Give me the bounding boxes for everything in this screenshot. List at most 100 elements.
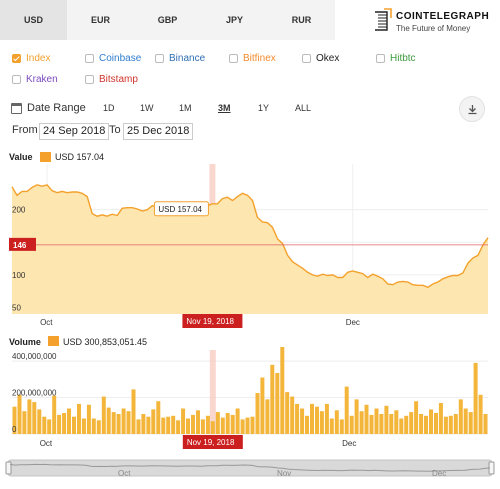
volume-bar[interactable]	[136, 419, 141, 434]
volume-bar[interactable]	[52, 395, 57, 434]
volume-bar[interactable]	[438, 403, 443, 434]
volume-bar[interactable]	[126, 411, 131, 434]
volume-bar[interactable]	[235, 408, 240, 435]
volume-bar[interactable]	[458, 399, 463, 434]
range-1m-button[interactable]: 1M	[179, 103, 192, 113]
hitbtc-checkbox[interactable]	[376, 54, 385, 63]
volume-bar[interactable]	[151, 409, 156, 434]
volume-bar[interactable]	[191, 414, 195, 434]
volume-bar[interactable]	[429, 409, 433, 434]
volume-bar[interactable]	[349, 415, 354, 434]
volume-bar[interactable]	[379, 414, 384, 434]
value-line[interactable]	[11, 184, 489, 289]
range-1y-button[interactable]: 1Y	[258, 103, 270, 113]
kraken-checkbox[interactable]	[12, 75, 21, 84]
volume-bar[interactable]	[240, 419, 245, 434]
tab-eur[interactable]: EUR	[90, 15, 110, 25]
bitstamp-checkbox[interactable]	[85, 75, 94, 84]
exchange-kraken[interactable]: Kraken	[12, 74, 58, 85]
volume-bar[interactable]	[463, 408, 468, 435]
volume-bar[interactable]	[27, 399, 32, 434]
volume-bar[interactable]	[389, 414, 394, 434]
volume-bar[interactable]	[414, 401, 419, 434]
volume-bar[interactable]	[96, 420, 101, 434]
volume-bar[interactable]	[32, 402, 37, 434]
exchange-index[interactable]: Index	[12, 53, 50, 64]
volume-bar[interactable]	[324, 403, 329, 434]
volume-bar[interactable]	[260, 377, 265, 435]
tab-gbp[interactable]: GBP	[157, 15, 178, 25]
volume-bar[interactable]	[116, 414, 121, 434]
volume-bar[interactable]	[473, 362, 478, 434]
volume-bar[interactable]	[280, 347, 285, 434]
volume-bar[interactable]	[295, 403, 300, 434]
volume-bar[interactable]	[72, 416, 76, 434]
from-date-input[interactable]: 24 Sep 2018	[39, 123, 110, 140]
cointelegraph-logo[interactable]: COINTELEGRAPH The Future of Money	[372, 6, 497, 36]
volume-bar[interactable]	[62, 413, 67, 434]
volume-bar[interactable]	[468, 412, 473, 434]
volume-bar[interactable]	[319, 411, 324, 434]
volume-bar[interactable]	[305, 415, 309, 434]
volume-bar[interactable]	[334, 410, 339, 434]
volume-bar[interactable]	[339, 419, 344, 434]
range-1w-button[interactable]: 1W	[140, 103, 154, 113]
volume-bar[interactable]	[443, 416, 448, 434]
volume-bar[interactable]	[270, 364, 275, 434]
volume-bar[interactable]	[374, 408, 379, 435]
volume-bar[interactable]	[424, 415, 428, 434]
volume-bar[interactable]	[478, 394, 483, 434]
volume-bar[interactable]	[67, 408, 71, 435]
exchange-binance[interactable]: Binance	[155, 53, 205, 64]
volume-bar[interactable]	[250, 416, 255, 434]
navigator-right-handle[interactable]	[488, 461, 495, 475]
volume-bar[interactable]	[121, 408, 126, 435]
volume-bar[interactable]	[453, 414, 458, 434]
navigator-track[interactable]	[7, 459, 493, 477]
download-button[interactable]	[459, 96, 485, 122]
volume-bar[interactable]	[315, 406, 319, 434]
volume-bar[interactable]	[210, 421, 215, 434]
volume-bar[interactable]	[359, 411, 364, 434]
to-date-input[interactable]: 25 Dec 2018	[123, 123, 194, 140]
volume-bar[interactable]	[354, 399, 359, 434]
volume-bar[interactable]	[77, 403, 81, 434]
volume-bar[interactable]	[215, 412, 220, 434]
volume-bar[interactable]	[409, 412, 414, 434]
volume-bar[interactable]	[176, 420, 181, 434]
volume-bar[interactable]	[17, 394, 22, 434]
volume-bar[interactable]	[161, 417, 166, 434]
tab-jpy[interactable]: JPY	[225, 15, 243, 25]
volume-bar[interactable]	[171, 415, 176, 434]
value-area[interactable]	[12, 184, 488, 314]
volume-bar[interactable]	[47, 419, 52, 434]
exchange-bitstamp[interactable]: Bitstamp	[85, 74, 138, 85]
volume-bar[interactable]	[300, 408, 305, 435]
bitfinex-checkbox[interactable]	[229, 54, 238, 63]
navigator[interactable]: Oct Nov Dec	[5, 459, 495, 478]
volume-bar[interactable]	[448, 415, 453, 434]
binance-checkbox[interactable]	[155, 54, 164, 63]
volume-bar[interactable]	[131, 389, 136, 434]
coinbase-checkbox[interactable]	[85, 54, 94, 63]
volume-bar[interactable]	[101, 396, 106, 434]
exchange-okex[interactable]: Okex	[302, 53, 339, 64]
range-all-button[interactable]: ALL	[295, 103, 312, 113]
volume-bar[interactable]	[106, 407, 111, 434]
volume-bar[interactable]	[285, 392, 290, 434]
volume-bar[interactable]	[81, 418, 86, 435]
volume-bar[interactable]	[186, 418, 190, 435]
volume-bar[interactable]	[255, 393, 260, 434]
volume-bar[interactable]	[205, 415, 210, 434]
navigator-left-handle[interactable]	[5, 461, 12, 475]
volume-bar[interactable]	[310, 403, 314, 434]
index-checkbox[interactable]	[12, 54, 21, 63]
exchange-hitbtc[interactable]: Hitbtc	[376, 53, 416, 64]
exchange-bitfinex[interactable]: Bitfinex	[229, 53, 276, 64]
volume-bar[interactable]	[290, 396, 295, 434]
volume-bar[interactable]	[369, 414, 374, 434]
volume-bar[interactable]	[329, 418, 334, 435]
volume-bar[interactable]	[12, 406, 17, 434]
range-3m-button[interactable]: 3M	[218, 103, 231, 113]
